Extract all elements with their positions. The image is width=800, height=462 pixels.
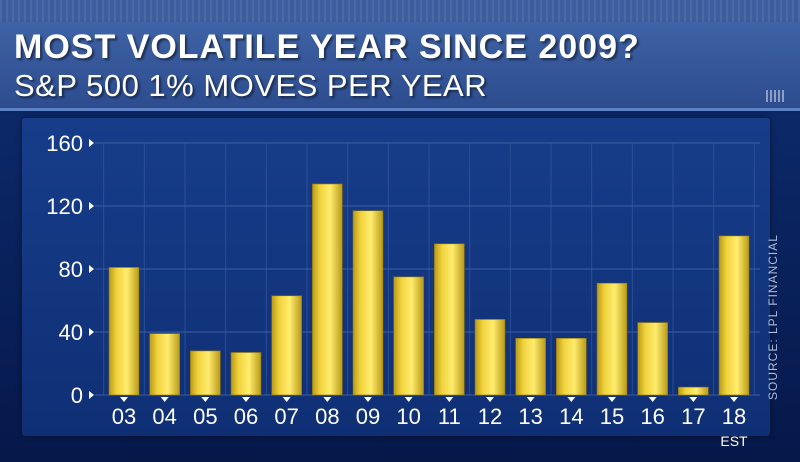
bar-18 (718, 235, 750, 396)
bar-09 (352, 210, 384, 396)
bar-16 (637, 322, 668, 396)
x-tick-marker-icon (608, 397, 616, 402)
x-tick-marker-icon (445, 397, 454, 402)
bar-04 (149, 333, 180, 396)
x-tick-marker-icon (160, 397, 169, 402)
y-tick-marker-icon (89, 139, 94, 147)
y-tick-label: 160 (46, 131, 83, 156)
x-tick-label: 13 (518, 404, 542, 429)
x-tick-label: 18 (722, 404, 746, 429)
bar-17 (678, 386, 709, 396)
bar-13 (515, 337, 546, 396)
bar-07 (271, 295, 302, 396)
x-tick-label: 09 (356, 404, 380, 429)
x-tick-label: 03 (112, 404, 136, 429)
y-tick-marker-icon (89, 265, 94, 273)
x-tick-sublabel: EST (720, 433, 748, 449)
x-tick-label: 06 (234, 404, 258, 429)
x-tick-label: 17 (681, 404, 705, 429)
bar-03 (108, 267, 140, 396)
x-tick-label: 16 (640, 404, 664, 429)
x-tick-label: 11 (438, 404, 461, 429)
x-tick-label: 08 (315, 404, 339, 429)
x-tick-marker-icon (648, 397, 657, 402)
bar-05 (190, 350, 221, 396)
y-tick-marker-icon (89, 202, 94, 210)
x-tick-label: 14 (559, 404, 583, 429)
bar-11 (434, 243, 465, 396)
x-tick-marker-icon (120, 397, 128, 402)
x-tick-marker-icon (526, 397, 535, 402)
bar-15 (596, 282, 628, 396)
x-tick-marker-icon (486, 397, 494, 402)
top-strip (0, 0, 800, 22)
x-tick-label: 05 (193, 404, 217, 429)
x-tick-label: 15 (600, 404, 624, 429)
x-tick-marker-icon (689, 397, 698, 402)
x-tick-label: 12 (478, 404, 502, 429)
x-tick-marker-icon (201, 397, 210, 402)
bar-12 (474, 319, 506, 396)
y-tick-label: 120 (46, 194, 83, 219)
network-logo-icon (766, 90, 786, 102)
bar-08 (312, 183, 343, 396)
x-tick-label: 07 (274, 404, 298, 429)
header-accent-line (0, 108, 800, 111)
bar-10 (393, 276, 424, 396)
bar-14 (556, 337, 587, 396)
source-note: SOURCE: LPL FINANCIAL (766, 234, 780, 400)
x-tick-label: 10 (396, 404, 420, 429)
y-tick-label: 0 (71, 383, 83, 408)
x-tick-label: 04 (152, 404, 176, 429)
x-tick-marker-icon (404, 397, 413, 402)
x-tick-marker-icon (567, 397, 576, 402)
y-tick-marker-icon (89, 391, 94, 399)
x-tick-marker-icon (364, 397, 372, 402)
y-tick-label: 40 (59, 320, 83, 345)
x-tick-marker-icon (730, 397, 738, 402)
y-tick-marker-icon (89, 328, 94, 336)
chart-subtitle: S&P 500 1% MOVES PER YEAR (14, 68, 488, 103)
x-tick-marker-icon (323, 397, 332, 402)
header-banner (0, 22, 800, 108)
chart-title: MOST VOLATILE YEAR SINCE 2009? (14, 28, 640, 66)
x-tick-marker-icon (282, 397, 291, 402)
y-tick-label: 80 (59, 257, 83, 282)
x-tick-marker-icon (242, 397, 250, 402)
bar-06 (230, 352, 262, 396)
